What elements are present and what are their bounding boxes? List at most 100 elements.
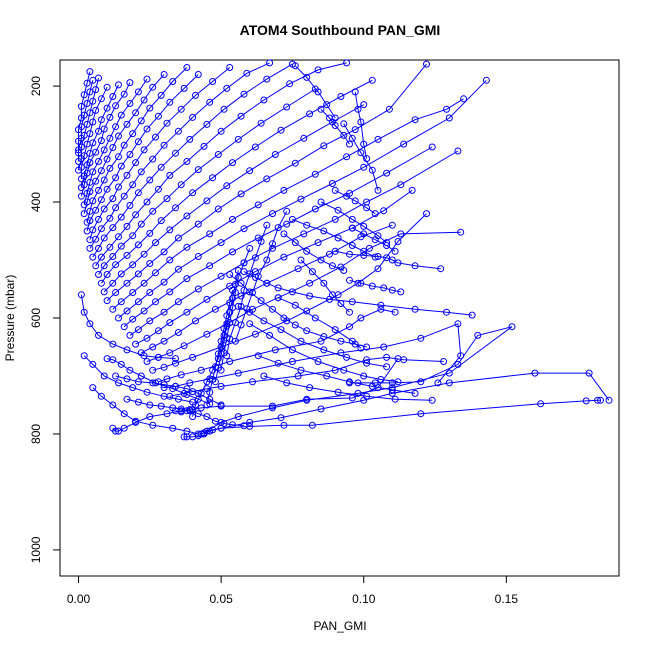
data-point <box>160 363 168 371</box>
data-point <box>320 346 328 354</box>
data-point <box>209 174 217 182</box>
series-48 <box>234 302 391 371</box>
data-point <box>380 207 388 215</box>
data-point <box>269 210 276 218</box>
data-point <box>112 372 120 380</box>
data-point <box>240 259 248 267</box>
data-point <box>254 352 262 360</box>
data-point <box>260 372 268 380</box>
data-point <box>123 120 131 128</box>
data-point <box>89 384 97 392</box>
data-point <box>103 104 111 112</box>
data-point <box>380 343 388 351</box>
series-49 <box>246 320 402 386</box>
data-point <box>97 253 105 261</box>
data-point <box>383 254 391 262</box>
data-point <box>334 388 342 396</box>
data-point <box>149 366 157 374</box>
data-point <box>166 256 174 264</box>
data-point <box>368 166 376 174</box>
data-point <box>106 214 114 222</box>
data-point <box>80 210 88 218</box>
data-point <box>400 140 408 148</box>
data-point <box>166 226 174 234</box>
data-point <box>129 232 137 240</box>
data-point <box>388 256 396 264</box>
data-point <box>343 59 351 67</box>
data-point <box>192 91 199 99</box>
data-point <box>112 174 120 182</box>
series-line <box>126 398 245 427</box>
data-point <box>120 410 128 418</box>
data-point <box>89 76 97 84</box>
data-point <box>194 220 202 228</box>
data-point <box>408 186 416 194</box>
series-line <box>146 231 461 362</box>
data-point <box>334 206 342 214</box>
series-38 <box>112 372 225 409</box>
data-point <box>314 358 322 365</box>
data-point <box>117 242 125 250</box>
data-point <box>143 358 151 365</box>
data-point <box>223 182 231 190</box>
series-line <box>112 98 464 310</box>
data-point <box>86 320 94 328</box>
series-line <box>80 294 176 360</box>
data-point <box>297 195 305 203</box>
series-13 <box>115 76 490 322</box>
data-point <box>445 379 453 387</box>
data-point <box>280 230 288 238</box>
data-point <box>357 118 365 126</box>
data-point <box>115 427 122 435</box>
data-point <box>303 327 311 335</box>
data-point <box>291 159 299 167</box>
data-point <box>117 111 125 119</box>
data-point <box>189 113 197 121</box>
series-line <box>78 71 91 153</box>
data-point <box>166 171 174 179</box>
data-point <box>337 337 345 345</box>
data-point <box>95 158 102 165</box>
series-21 <box>86 59 274 252</box>
data-point <box>277 414 285 422</box>
data-point <box>223 84 231 92</box>
data-point <box>95 186 102 194</box>
data-point <box>277 126 285 134</box>
data-point <box>340 267 348 274</box>
series-line <box>283 233 344 271</box>
data-point <box>134 398 142 406</box>
data-point <box>308 421 316 429</box>
data-point <box>77 114 85 122</box>
data-point <box>257 238 265 245</box>
data-point <box>183 243 191 251</box>
data-point <box>115 314 122 322</box>
data-point <box>120 141 128 149</box>
data-point <box>457 352 465 360</box>
data-point <box>86 244 94 252</box>
data-point <box>434 379 442 387</box>
data-point <box>126 366 134 374</box>
data-point <box>217 382 225 390</box>
data-point <box>211 378 219 386</box>
data-point <box>214 205 222 213</box>
series-line <box>152 213 427 371</box>
data-point <box>246 320 254 328</box>
data-point <box>423 60 430 68</box>
data-point <box>163 119 171 127</box>
data-point <box>237 321 245 329</box>
data-point <box>95 271 102 278</box>
series-0 <box>180 396 604 441</box>
series-line <box>83 78 148 206</box>
data-point <box>288 346 296 354</box>
series-line <box>83 355 193 403</box>
data-point <box>388 386 396 394</box>
data-point <box>234 135 242 143</box>
series-line <box>263 375 433 401</box>
data-point <box>328 291 336 299</box>
data-point <box>89 118 97 126</box>
data-point <box>411 389 419 397</box>
data-point <box>291 301 299 309</box>
data-point <box>229 294 236 302</box>
data-point <box>303 73 311 81</box>
